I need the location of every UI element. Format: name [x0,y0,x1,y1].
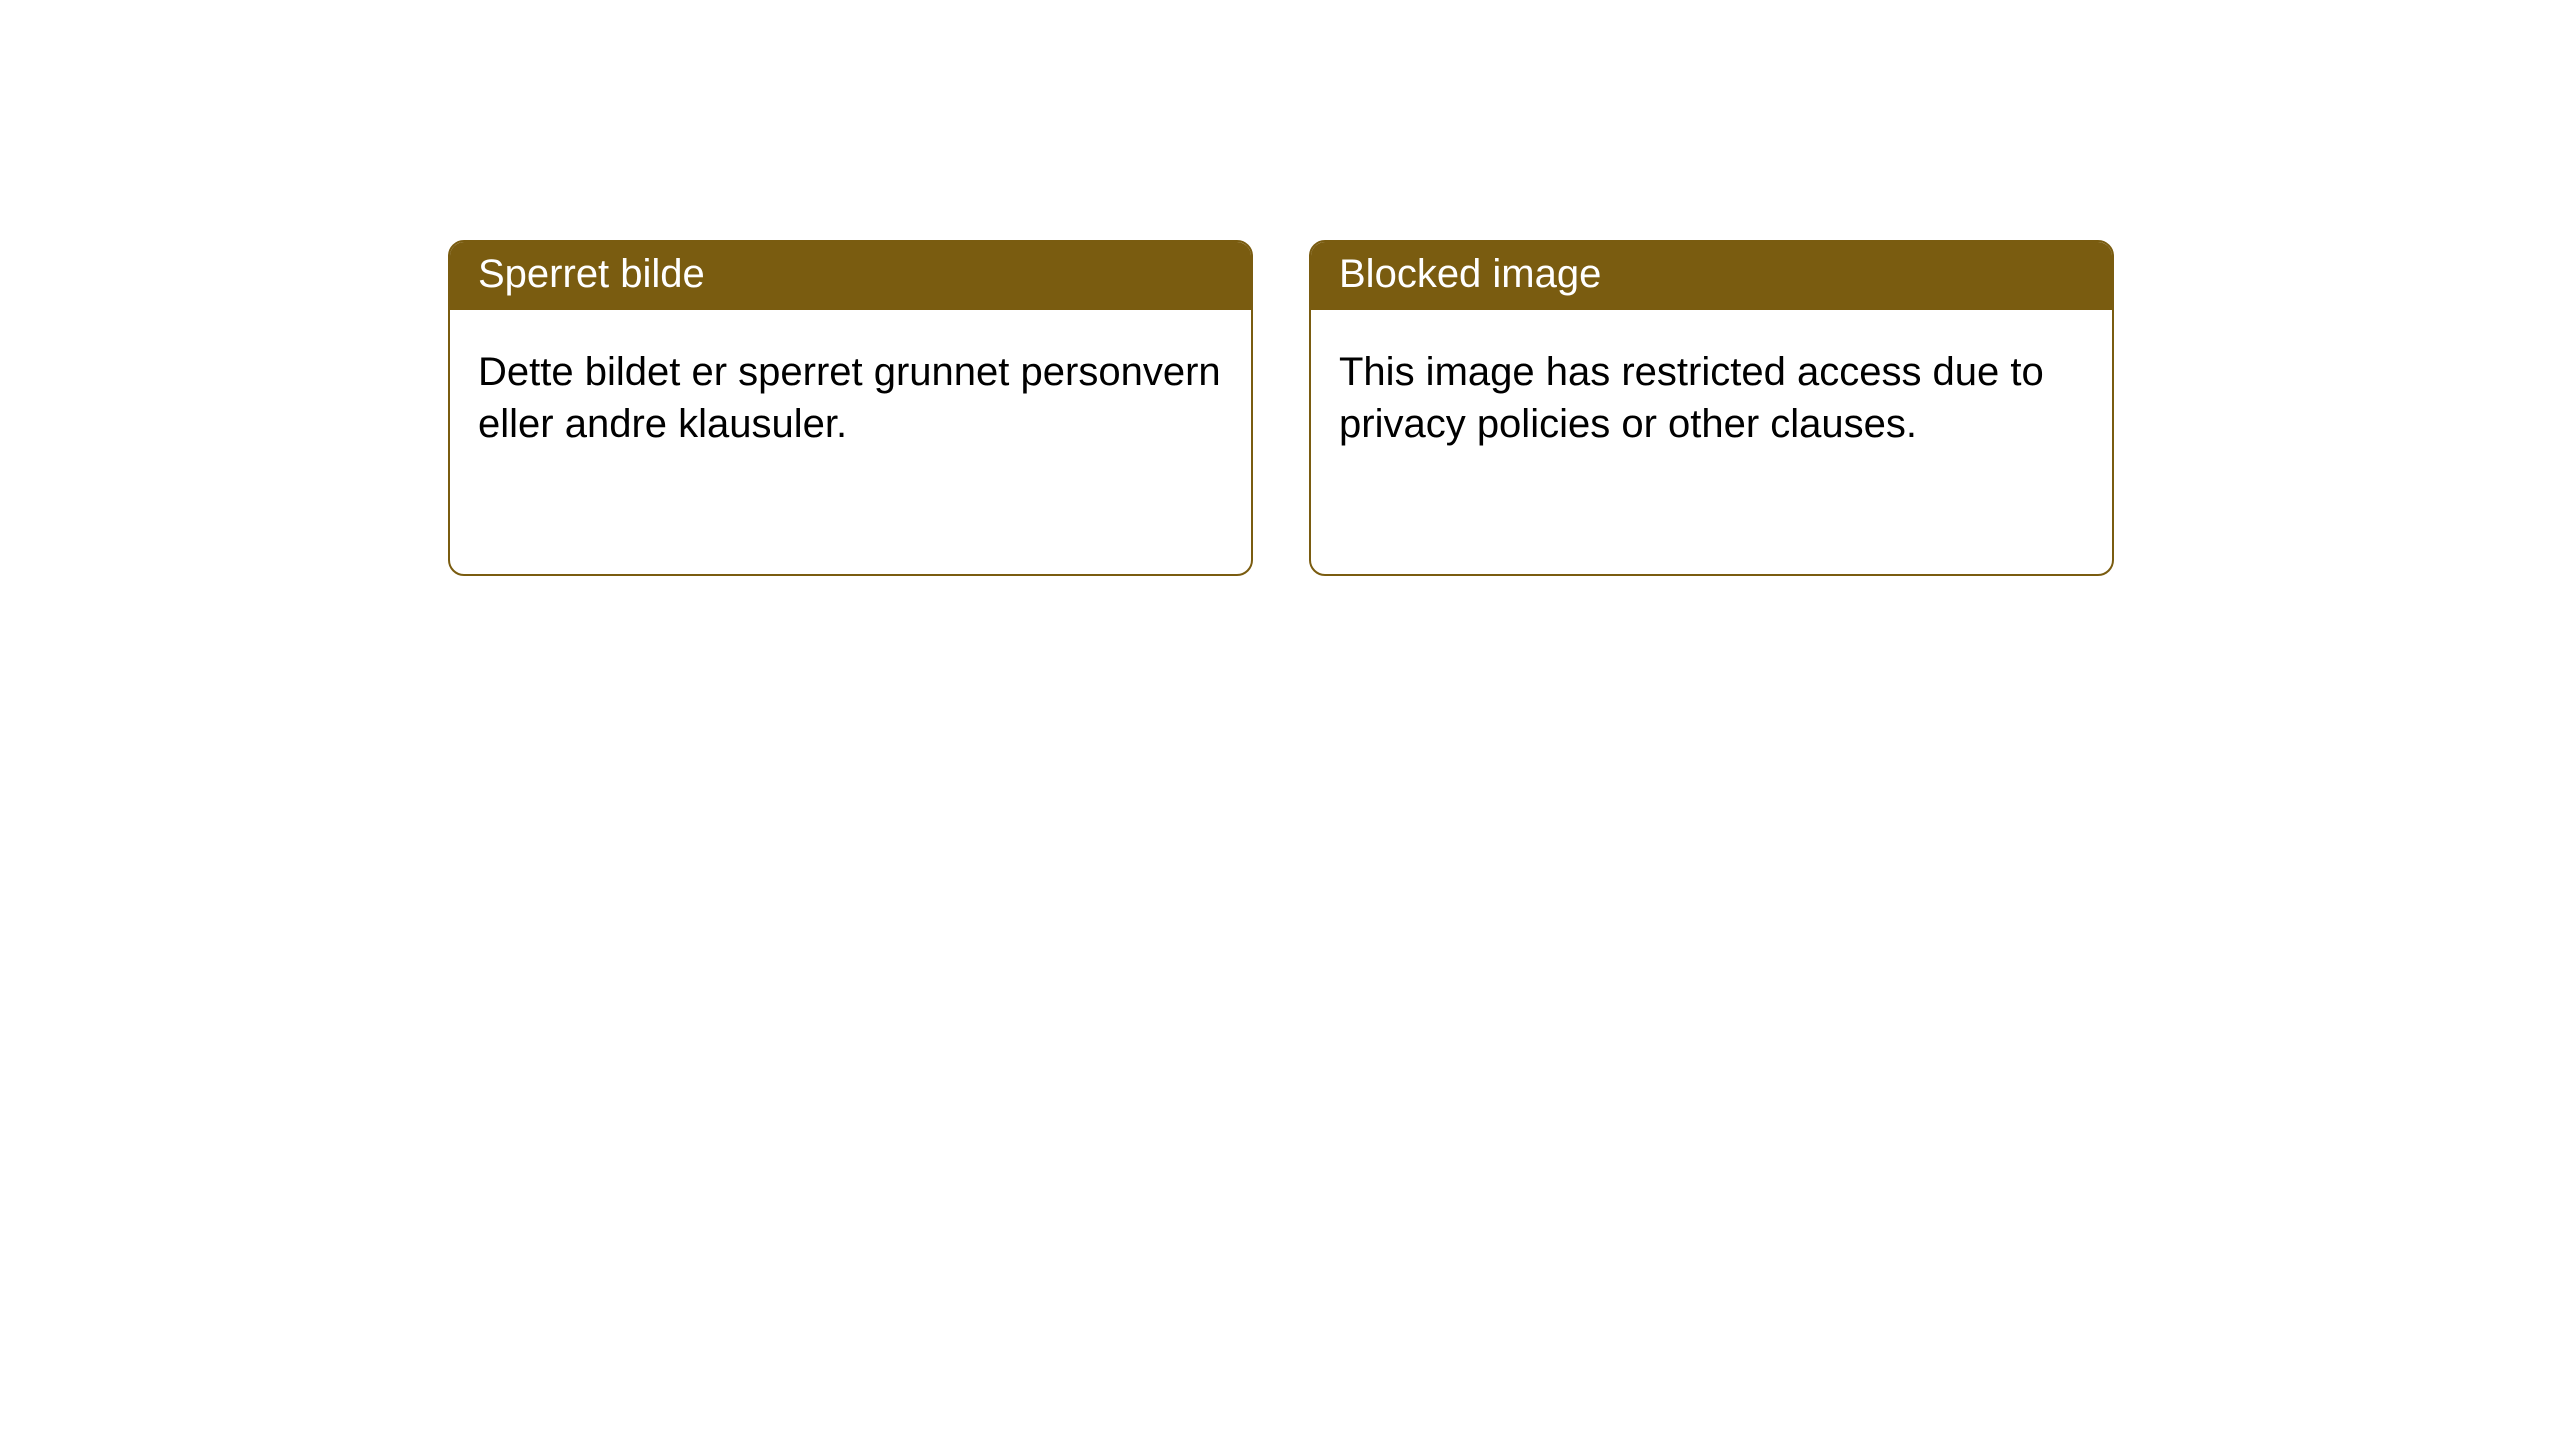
notice-card-english: Blocked image This image has restricted … [1309,240,2114,576]
notice-header-norwegian: Sperret bilde [450,242,1251,310]
notice-body-norwegian: Dette bildet er sperret grunnet personve… [450,310,1251,486]
notice-header-english: Blocked image [1311,242,2112,310]
notice-body-english: This image has restricted access due to … [1311,310,2112,486]
notice-cards-container: Sperret bilde Dette bildet er sperret gr… [448,240,2114,576]
notice-card-norwegian: Sperret bilde Dette bildet er sperret gr… [448,240,1253,576]
